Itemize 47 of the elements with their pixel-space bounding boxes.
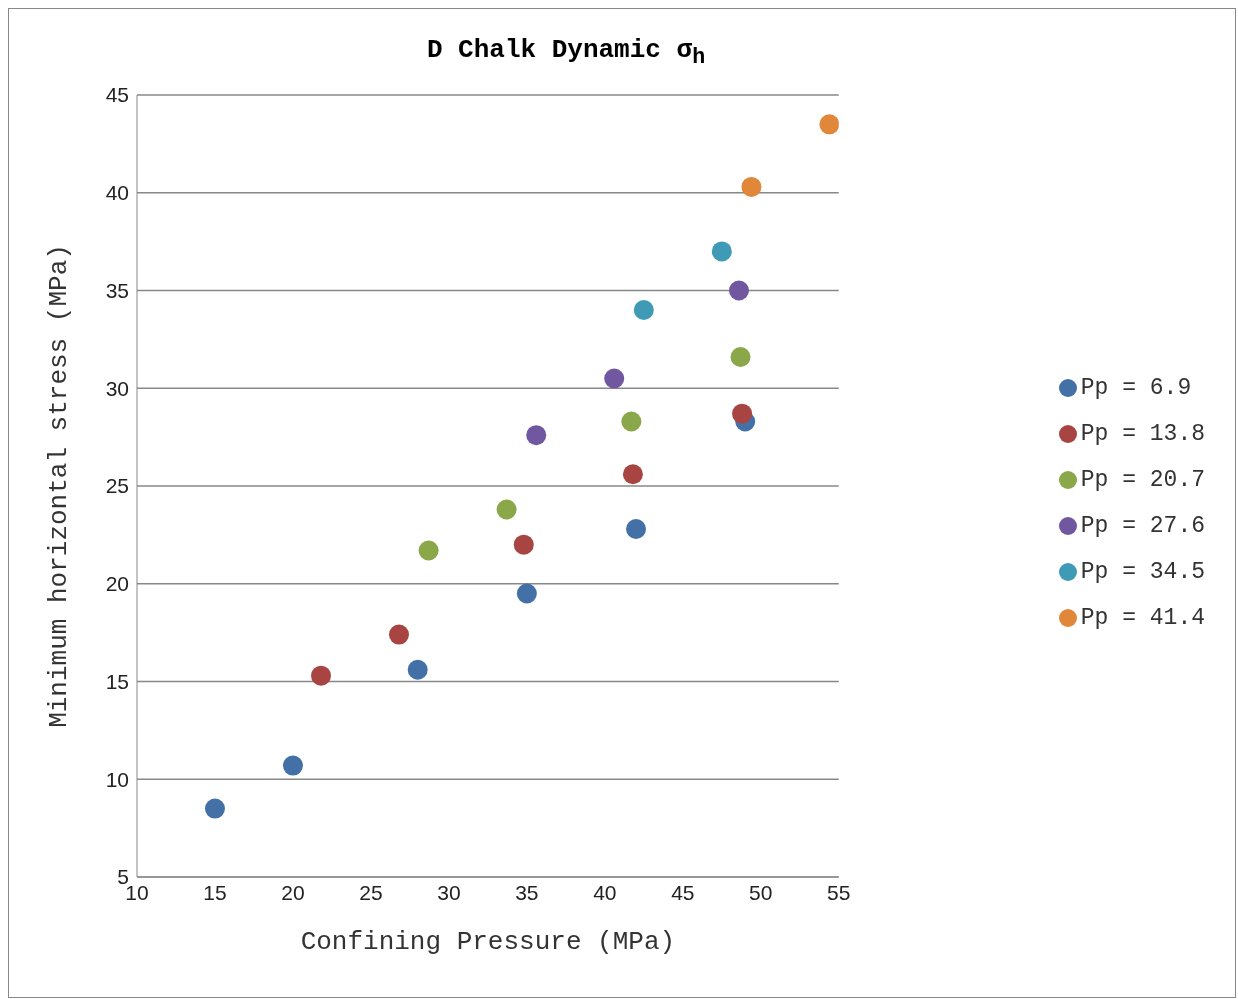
point [622, 464, 643, 485]
y-tick-label: 15 [105, 669, 129, 693]
x-tick-label: 55 [827, 880, 851, 904]
y-tick-label: 40 [105, 181, 129, 205]
y-tick-label: 45 [105, 83, 129, 107]
y-tick-label: 10 [105, 767, 129, 791]
point [819, 114, 839, 135]
x-tick-label: 30 [437, 880, 461, 904]
legend-label: Pp = 41.4 [1080, 605, 1205, 631]
point [407, 659, 428, 680]
point [513, 534, 534, 555]
legend-label: Pp = 13.8 [1080, 421, 1205, 447]
point [418, 540, 439, 561]
y-tick-label: 20 [105, 572, 129, 596]
legend-label: Pp = 6.9 [1080, 375, 1192, 401]
y-axis-title: Minimum horizontal stress (MPa) [44, 244, 75, 728]
x-tick-label: 35 [515, 880, 539, 904]
y-tick-label: 35 [105, 278, 129, 302]
point [730, 346, 751, 367]
x-tick-label: 45 [671, 880, 695, 904]
x-tick-label: 50 [749, 880, 773, 904]
y-tick-label: 25 [105, 474, 129, 498]
y-tick-label: 30 [105, 376, 129, 400]
x-tick-label: 40 [593, 880, 617, 904]
chart-title: D Chalk Dynamic σ$_{h}$ [425, 35, 707, 71]
point [311, 665, 332, 686]
point [741, 176, 762, 197]
x-axis-title: Confining Pressure (MPa) [300, 927, 676, 957]
point [732, 403, 753, 424]
legend-label: Pp = 27.6 [1080, 513, 1205, 539]
point [626, 519, 647, 540]
point [621, 411, 642, 432]
point [388, 624, 409, 645]
legend-label: Pp = 20.7 [1080, 467, 1205, 493]
point [516, 583, 537, 604]
point [282, 755, 303, 776]
x-tick-label: 25 [359, 880, 383, 904]
point [496, 499, 517, 520]
x-tick-label: 15 [203, 880, 227, 904]
point [711, 241, 732, 262]
point [633, 300, 654, 321]
x-tick-label: 20 [281, 880, 305, 904]
point [728, 280, 749, 301]
point [204, 798, 225, 819]
point [604, 368, 625, 389]
legend-label: Pp = 34.5 [1080, 559, 1205, 585]
point [526, 425, 547, 446]
